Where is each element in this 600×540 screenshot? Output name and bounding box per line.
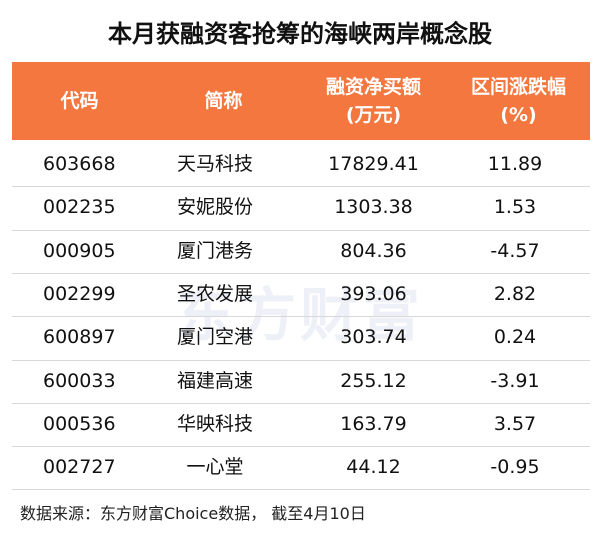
row-separator — [12, 229, 590, 231]
table-cell: -3.91 — [490, 369, 540, 392]
header-text: 融资净买额 — [325, 76, 421, 98]
table-cell: 厦门港务 — [176, 239, 253, 262]
header-text: (%) — [500, 104, 537, 126]
header-cell: 代码 — [12, 62, 147, 140]
table-cell: 000536 — [43, 412, 116, 435]
table-cell: 603668 — [43, 153, 116, 175]
table-cell: -0.95 — [490, 456, 540, 479]
table-cell: 华映科技 — [176, 412, 253, 435]
table-cell: 天马科技 — [176, 153, 253, 175]
table-cell: 3.57 — [493, 412, 537, 435]
table-cell: 393.06 — [340, 282, 407, 305]
header-cell: 融资净买额 (万元) — [300, 62, 447, 140]
table-cell: -4.57 — [490, 239, 540, 262]
table-cell: 2.82 — [493, 282, 537, 305]
title: 本月获融资客抢筹的海峡两岸概念股 — [108, 20, 492, 48]
table-cell: 000905 — [43, 239, 116, 262]
table-cell: 002235 — [43, 196, 116, 219]
table-cell: 福建高速 — [176, 369, 253, 392]
row-separator — [12, 186, 590, 188]
table-cell: 安妮股份 — [176, 196, 253, 219]
row-separator — [12, 316, 590, 318]
table-cell: 0.24 — [493, 326, 537, 349]
table-header: 代码 简称 融资净买额 (万元) 区间涨跌幅 (%) — [12, 62, 590, 140]
row-separator — [12, 446, 590, 448]
table-cell: 303.74 — [340, 326, 407, 349]
table-cell: 1303.38 — [334, 196, 413, 219]
header-cell: 区间涨跌幅 (%) — [447, 62, 590, 140]
header-cell: 简称 — [147, 62, 300, 140]
table-cell: 002299 — [43, 282, 116, 305]
header-text: (万元) — [345, 104, 402, 126]
table-cell: 44.12 — [346, 456, 401, 479]
table-cell: 17829.41 — [328, 153, 419, 175]
watermark: 东方财富 — [175, 281, 424, 349]
header-text: 区间涨跌幅 — [470, 76, 566, 98]
table-cell: 11.89 — [487, 153, 543, 175]
table-cell: 804.36 — [340, 239, 407, 262]
table-cell: 600033 — [43, 369, 116, 392]
table-cell: 255.12 — [340, 369, 407, 392]
table-cell: 1.53 — [493, 196, 537, 219]
row-separator — [12, 359, 590, 361]
footer: 数据来源：东方财富Choice数据， 截至4月10日 — [20, 504, 366, 523]
table-cell: 厦门空港 — [176, 326, 253, 349]
row-separator — [12, 272, 590, 274]
row-separator — [12, 402, 590, 404]
row-separator — [12, 489, 590, 491]
table-cell: 一心堂 — [186, 456, 244, 479]
table-cell: 600897 — [43, 326, 116, 349]
header-text: 简称 — [204, 90, 243, 112]
table-cell: 002727 — [43, 456, 116, 479]
table-cell: 163.79 — [340, 412, 407, 435]
table-cell: 圣农发展 — [176, 282, 253, 305]
header-text: 代码 — [60, 90, 99, 112]
